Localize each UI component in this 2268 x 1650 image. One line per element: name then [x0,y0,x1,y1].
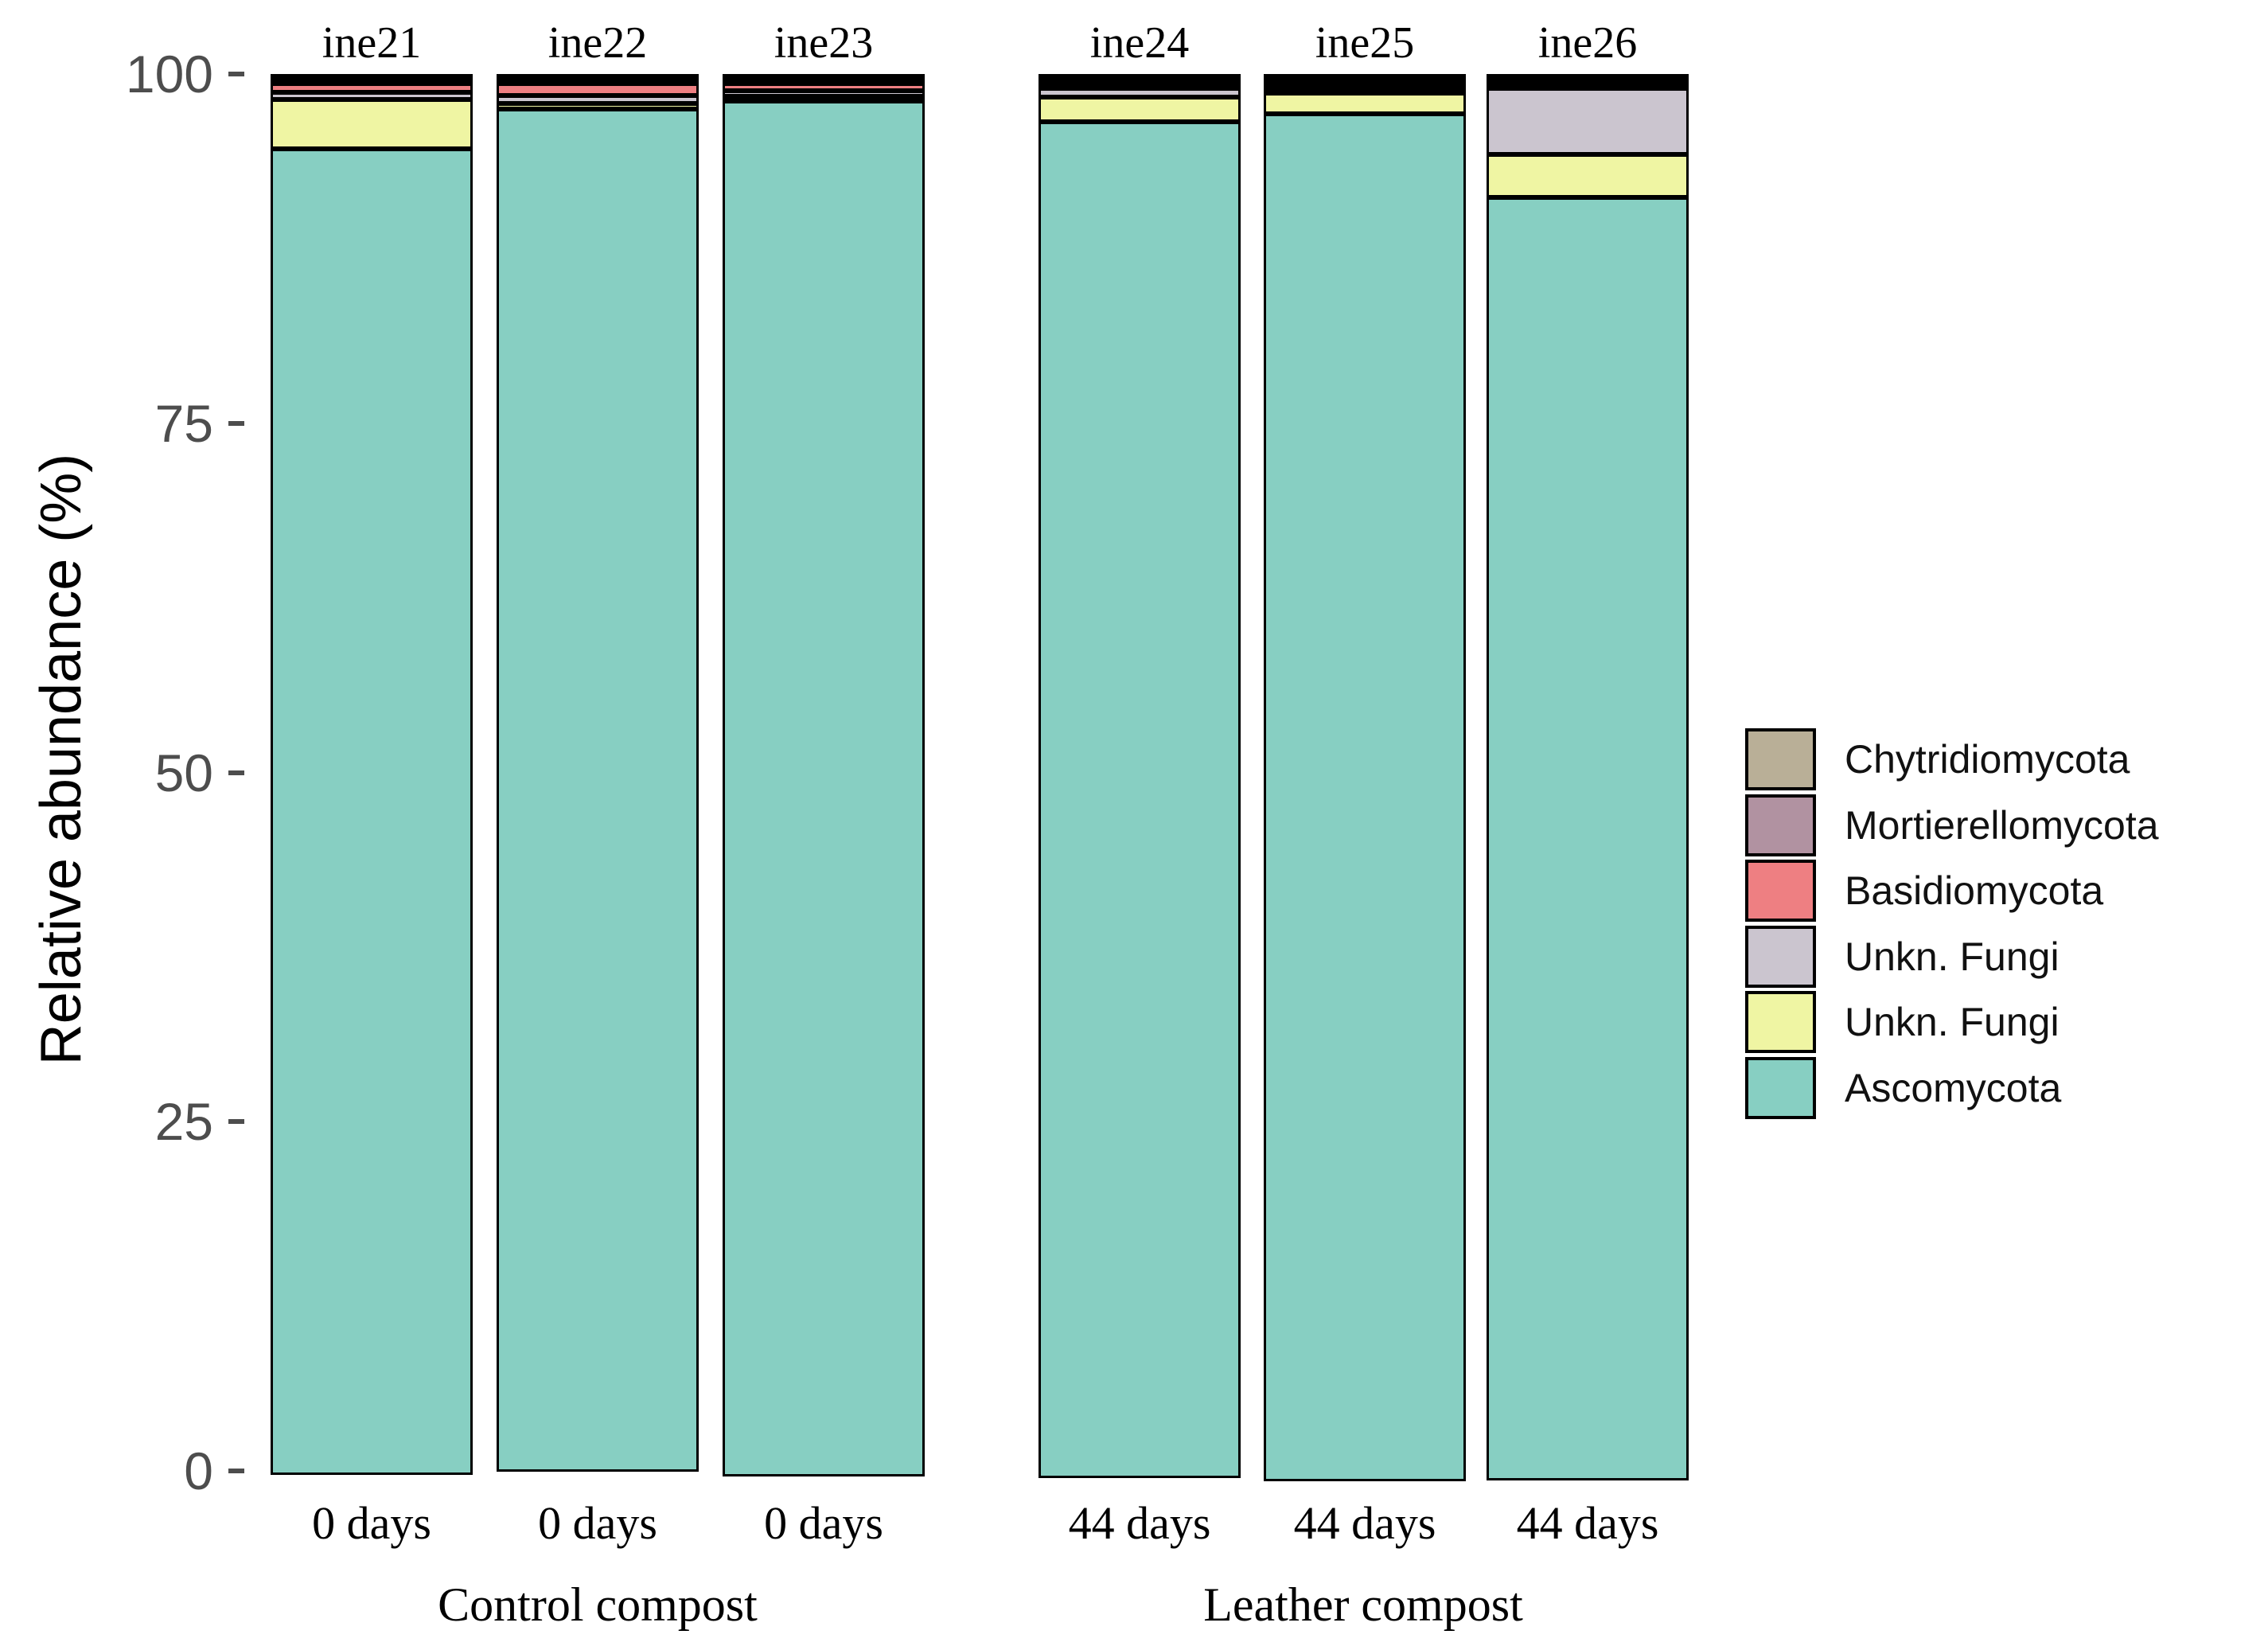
y-tick-mark [228,1119,244,1125]
legend-label: Unkn. Fungi [1845,1000,2060,1044]
bar-segment-basidiomycota [723,84,925,91]
bar-segment-chytridiomycota [1487,74,1689,79]
bar-segment-unkn-fungi-lavender [1039,88,1241,98]
legend-label: Chytridiomycota [1845,737,2130,782]
legend-label: Basidiomycota [1845,868,2104,913]
bar-segment-mortierellomycota [271,79,473,84]
y-tick-label: 50 [154,743,213,802]
bar-column-ine21 [271,74,473,1475]
legend-label: Ascomycota [1845,1066,2062,1110]
bar-segment-unkn-fungi-lavender [271,92,473,100]
x-tick-label: 44 days [1516,1497,1659,1549]
bar-segment-basidiomycota [1039,84,1241,88]
y-tick-mark [228,770,244,775]
bar-segment-unkn-fungi-yellow [723,96,925,101]
bar-segment-unkn-fungi-yellow [1487,154,1689,197]
x-tick-label: 0 days [764,1497,883,1549]
bar-column-ine25 [1264,74,1466,1482]
legend-label: Mortierellomycota [1845,803,2159,848]
bar-segment-ascomycota [1264,114,1466,1482]
bar-segment-unkn-fungi-yellow [1264,93,1466,115]
bar-segment-mortierellomycota [1487,79,1689,84]
y-tick-mark [228,420,244,426]
legend-key-ascomycota [1745,1057,1816,1119]
bar-segment-basidiomycota [497,84,699,96]
bar-segment-unkn-fungi-yellow [271,99,473,149]
bar-title-ine22: ine22 [548,18,648,68]
bar-segment-chytridiomycota [723,74,925,79]
y-tick-label: 75 [154,393,213,453]
legend-label: Unkn. Fungi [1845,934,2060,979]
bar-segment-chytridiomycota [271,74,473,79]
bar-segment-mortierellomycota [1039,79,1241,84]
bar-segment-ascomycota [271,148,473,1475]
bar-segment-ascomycota [1487,197,1689,1480]
legend-key-unkn-fungi-yellow [1745,991,1816,1053]
bar-segment-chytridiomycota [1039,74,1241,79]
bar-segment-basidiomycota [1264,84,1466,88]
bar-segment-chytridiomycota [1264,74,1466,79]
bar-segment-ascomycota [723,100,925,1477]
legend-key-chytridiomycota [1745,728,1816,790]
x-tick-label: 0 days [538,1497,657,1549]
bar-segment-unkn-fungi-lavender [723,90,925,96]
bar-segment-unkn-fungi-yellow [1039,97,1241,123]
bar-segment-unkn-fungi-yellow [497,103,699,109]
x-tick-label: 0 days [312,1497,431,1549]
x-tick-label: 44 days [1068,1497,1211,1549]
bar-title-ine23: ine23 [774,18,874,68]
bar-segment-unkn-fungi-lavender [1487,88,1689,155]
bar-title-ine24: ine24 [1089,18,1190,68]
bar-segment-mortierellomycota [723,79,925,84]
group-label-control-compost: Control compost [438,1578,758,1631]
bar-segment-chytridiomycota [497,74,699,79]
bar-column-ine24 [1039,74,1241,1479]
y-tick-mark [228,72,244,76]
y-tick-label: 0 [184,1441,213,1500]
bar-segment-unkn-fungi-lavender [1264,88,1466,93]
legend-key-unkn-fungi-lavender [1745,926,1816,988]
bar-segment-unkn-fungi-lavender [497,95,699,104]
x-tick-label: 44 days [1293,1497,1436,1549]
bar-segment-basidiomycota [1487,84,1689,88]
bar-title-ine26: ine26 [1537,18,1638,68]
bar-segment-ascomycota [1039,122,1241,1479]
y-tick-mark [228,1469,244,1473]
legend-key-mortierellomycota [1745,794,1816,856]
y-tick-label: 25 [154,1092,213,1152]
y-tick-label: 100 [125,45,213,103]
bar-title-ine25: ine25 [1315,18,1415,68]
bar-column-ine26 [1487,74,1689,1480]
group-label-leather-compost: Leather compost [1203,1578,1523,1631]
bar-segment-mortierellomycota [497,79,699,84]
bar-segment-basidiomycota [271,84,473,92]
bar-segment-mortierellomycota [1264,79,1466,84]
bar-title-ine21: ine21 [321,18,422,68]
legend-key-basidiomycota [1745,860,1816,922]
bar-segment-ascomycota [497,108,699,1473]
bar-column-ine22 [497,74,699,1473]
bar-column-ine23 [723,74,925,1477]
